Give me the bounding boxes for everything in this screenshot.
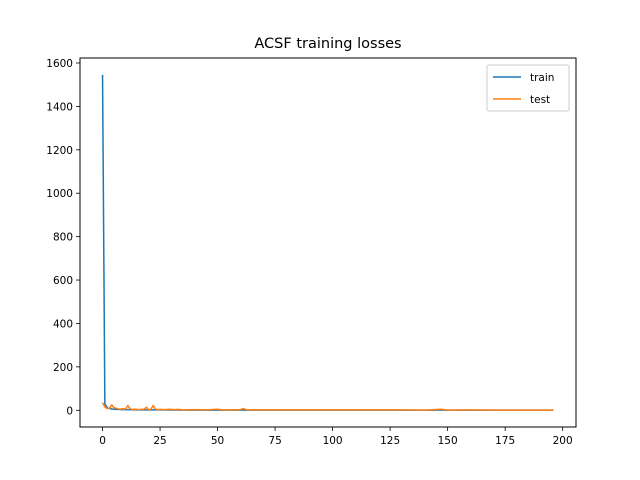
x-tick-label: 150 bbox=[438, 435, 458, 447]
x-tick-label: 75 bbox=[268, 435, 281, 447]
x-axis: 0 25 50 75 100 125 150 175 200 bbox=[99, 427, 573, 447]
y-tick-label: 400 bbox=[53, 318, 73, 330]
y-tick-label: 0 bbox=[66, 405, 73, 417]
series-line-train bbox=[101, 74, 554, 411]
x-tick-label: 200 bbox=[553, 435, 573, 447]
series-line-test bbox=[101, 402, 554, 411]
legend: train test bbox=[486, 64, 570, 112]
x-tick-label: 0 bbox=[99, 435, 106, 447]
x-tick-label: 175 bbox=[495, 435, 515, 447]
axes-frame bbox=[79, 57, 577, 428]
y-tick-label: 800 bbox=[53, 232, 73, 244]
y-tick-label: 1600 bbox=[46, 58, 73, 70]
chart-title: ACSF training losses bbox=[254, 36, 401, 52]
y-tick-label: 600 bbox=[53, 275, 73, 287]
y-tick-label: 1000 bbox=[46, 188, 73, 200]
x-tick-label: 50 bbox=[211, 435, 224, 447]
legend-box bbox=[486, 64, 570, 112]
y-tick-label: 200 bbox=[53, 362, 73, 374]
y-tick-label: 1400 bbox=[46, 101, 73, 113]
plot-area bbox=[101, 74, 554, 411]
y-axis: 0 200 400 600 800 1000 1200 1400 1600 bbox=[46, 58, 80, 417]
x-tick-label: 125 bbox=[380, 435, 400, 447]
x-tick-label: 100 bbox=[323, 435, 343, 447]
x-tick-label: 25 bbox=[153, 435, 166, 447]
legend-label-train: train bbox=[530, 72, 554, 84]
y-tick-label: 1200 bbox=[46, 145, 73, 157]
legend-label-test: test bbox=[530, 94, 550, 106]
